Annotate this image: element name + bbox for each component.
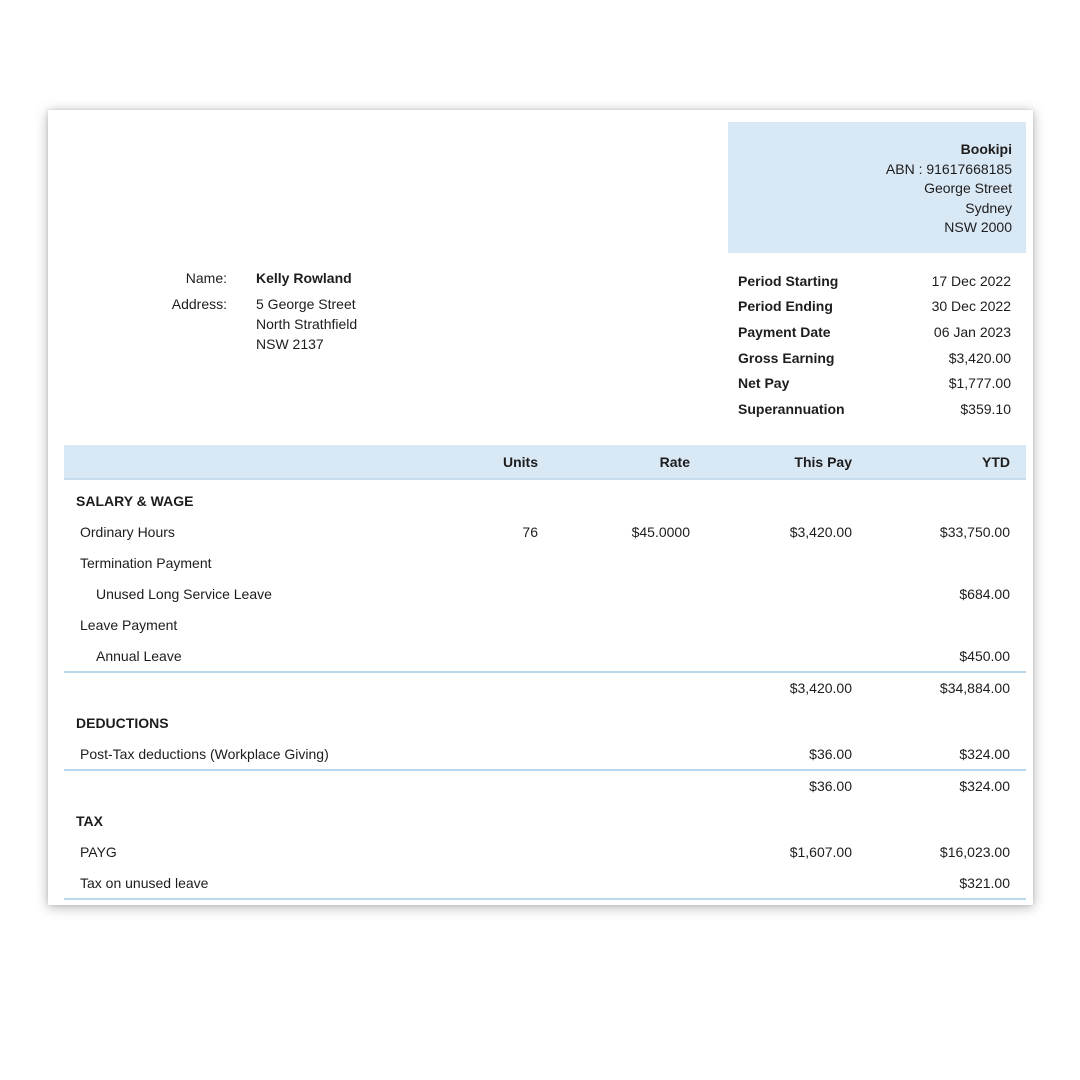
employee-info: Name: Kelly Rowland Address: 5 George St… <box>132 268 357 360</box>
payslip-page: Bookipi ABN : 91617668185 George Street … <box>48 110 1033 905</box>
cell-label: PAYG <box>80 843 117 860</box>
company-address-line: George Street <box>924 180 1012 196</box>
cell-label: Post-Tax deductions (Workplace Giving) <box>80 745 329 762</box>
cell-this-pay: $36.00 <box>809 777 852 794</box>
table-row-subtotal: $36.00 $324.00 <box>64 769 1026 800</box>
cell-label: Unused Long Service Leave <box>96 585 272 602</box>
header-units: Units <box>503 453 538 470</box>
employee-address-value: 5 George Street North Strathfield NSW 21… <box>256 294 357 354</box>
company-address-line: NSW 2000 <box>944 219 1012 235</box>
pay-summary: Period Starting 17 Dec 2022 Period Ending 3… <box>738 268 1011 422</box>
company-abn: ABN : 91617668185 <box>885 160 1012 177</box>
employee-address-line: NSW 2137 <box>256 336 324 352</box>
table-row-item: Termination Payment <box>64 547 1026 578</box>
cell-ytd: $324.00 <box>959 745 1010 762</box>
employee-address-line: 5 George Street <box>256 296 356 312</box>
cell-ytd: $33,750.00 <box>939 523 1010 540</box>
employee-address-line: North Strathfield <box>256 316 358 332</box>
summary-label: Period Starting <box>738 272 839 289</box>
table-row-item: PAYG $1,607.00 $16,023.00 <box>64 836 1026 867</box>
cell-label: Ordinary Hours <box>80 523 175 540</box>
bottom-separator <box>64 898 1026 900</box>
summary-value: $1,777.00 <box>948 375 1011 392</box>
summary-value: 30 Dec 2022 <box>931 298 1011 315</box>
summary-label: Period Ending <box>738 298 833 315</box>
summary-label: Payment Date <box>738 323 831 340</box>
employee-name-value: Kelly Rowland <box>256 270 352 286</box>
header-ytd: YTD <box>982 453 1010 470</box>
summary-row: Period Starting 17 Dec 2022 <box>738 268 1011 294</box>
summary-value: 17 Dec 2022 <box>931 272 1011 289</box>
header-this-pay: This Pay <box>794 453 852 470</box>
cell-ytd: $324.00 <box>959 777 1010 794</box>
table-header-row: Units Rate This Pay YTD <box>64 445 1026 480</box>
summary-row: Net Pay $1,777.00 <box>738 370 1011 396</box>
cell-this-pay: $1,607.00 <box>789 843 852 860</box>
table-row-item: Leave Payment <box>64 609 1026 640</box>
summary-row: Period Ending 30 Dec 2022 <box>738 294 1011 320</box>
cell-label: TAX <box>76 812 103 829</box>
cell-ytd: $684.00 <box>959 585 1010 602</box>
summary-label: Gross Earning <box>738 349 835 366</box>
table-row-item: Tax on unused leave $321.00 <box>64 867 1026 898</box>
cell-ytd: $450.00 <box>959 647 1010 664</box>
cell-ytd: $16,023.00 <box>939 843 1010 860</box>
summary-row: Payment Date 06 Jan 2023 <box>738 319 1011 345</box>
cell-this-pay: $3,420.00 <box>789 523 852 540</box>
table-body: SALARY & WAGE Ordinary Hours 76 $45.0000 $3,… <box>64 480 1026 898</box>
table-row-subtotal: $3,420.00 $34,884.00 <box>64 671 1026 702</box>
cell-units: 76 <box>522 523 538 540</box>
table-row-section: SALARY & WAGE <box>64 480 1026 516</box>
cell-ytd: $321.00 <box>959 874 1010 891</box>
employee-address-row: Address: 5 George Street North Strathfie… <box>132 294 357 354</box>
employee-address-label: Address: <box>171 296 227 312</box>
company-address-line: Sydney <box>965 199 1012 216</box>
table-row-item: Post-Tax deductions (Workplace Giving) $3… <box>64 738 1026 769</box>
pay-table: Units Rate This Pay YTD SALARY & WAGE Ord… <box>64 445 1026 900</box>
summary-value: $3,420.00 <box>948 349 1011 366</box>
cell-label: Termination Payment <box>80 554 212 571</box>
cell-this-pay: $36.00 <box>809 745 852 762</box>
summary-row: Gross Earning $3,420.00 <box>738 345 1011 371</box>
cell-label: SALARY & WAGE <box>76 492 194 509</box>
cell-this-pay: $3,420.00 <box>789 679 852 696</box>
cell-rate: $45.0000 <box>631 523 690 540</box>
cell-label: Tax on unused leave <box>80 874 209 891</box>
header-rate: Rate <box>659 453 690 470</box>
table-row-subitem: Annual Leave $450.00 <box>64 640 1026 671</box>
cell-label: Annual Leave <box>96 647 182 664</box>
summary-value: $359.10 <box>960 400 1011 417</box>
company-info-box: Bookipi ABN : 91617668185 George Street … <box>728 122 1026 253</box>
table-row-section: DEDUCTIONS <box>64 702 1026 738</box>
summary-value: 06 Jan 2023 <box>933 323 1011 340</box>
cell-label: DEDUCTIONS <box>76 714 169 731</box>
company-name: Bookipi <box>960 141 1012 157</box>
employee-name-row: Name: Kelly Rowland <box>132 268 357 288</box>
employee-name-label: Name: <box>185 270 227 286</box>
summary-label: Net Pay <box>738 375 790 392</box>
table-row-section: TAX <box>64 800 1026 836</box>
summary-row: Superannuation $359.10 <box>738 396 1011 422</box>
cell-label: Leave Payment <box>80 616 178 633</box>
table-row-item: Ordinary Hours 76 $45.0000 $3,420.00 $33,750… <box>64 516 1026 547</box>
cell-ytd: $34,884.00 <box>939 679 1010 696</box>
table-row-subitem: Unused Long Service Leave $684.00 <box>64 578 1026 609</box>
summary-label: Superannuation <box>738 400 845 417</box>
